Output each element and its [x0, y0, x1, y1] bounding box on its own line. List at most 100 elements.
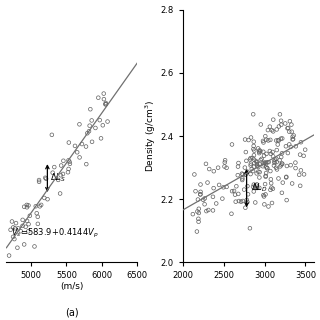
Point — [256, 169, 261, 174]
Point — [298, 183, 303, 188]
Point — [298, 152, 303, 157]
Point — [84, 162, 89, 167]
Point — [33, 204, 38, 209]
Point — [43, 175, 48, 180]
Point — [239, 171, 244, 176]
Point — [20, 223, 25, 228]
Point — [67, 161, 72, 166]
Point — [279, 161, 284, 166]
Point — [204, 161, 209, 166]
Point — [49, 132, 54, 137]
Point — [261, 140, 266, 145]
Point — [88, 107, 93, 112]
Point — [9, 219, 14, 224]
Point — [26, 229, 31, 234]
Point — [254, 159, 260, 164]
Point — [60, 172, 66, 177]
Point — [263, 174, 268, 179]
Point — [35, 221, 40, 227]
Point — [298, 168, 303, 173]
Point — [238, 199, 244, 204]
Point — [16, 226, 21, 231]
Point — [268, 180, 274, 186]
Point — [26, 203, 31, 208]
Point — [243, 172, 248, 177]
Point — [236, 160, 241, 165]
Point — [220, 196, 225, 201]
Point — [20, 217, 25, 222]
Point — [222, 164, 227, 169]
Point — [278, 118, 284, 123]
Point — [284, 197, 289, 203]
Point — [278, 136, 284, 141]
Point — [264, 171, 269, 176]
Point — [216, 165, 221, 170]
Point — [279, 151, 284, 156]
Point — [289, 129, 294, 134]
Point — [52, 164, 57, 170]
Point — [75, 150, 80, 155]
Point — [272, 157, 277, 162]
Point — [271, 129, 276, 134]
Point — [287, 142, 292, 147]
Point — [293, 144, 298, 149]
Point — [266, 160, 271, 165]
Point — [287, 129, 292, 134]
Point — [66, 166, 71, 172]
Point — [205, 180, 210, 185]
Point — [262, 160, 268, 165]
Point — [264, 164, 269, 170]
Point — [268, 169, 273, 174]
Point — [264, 161, 269, 166]
Point — [93, 125, 98, 131]
Point — [252, 153, 257, 158]
Point — [257, 151, 262, 156]
Point — [248, 163, 253, 168]
Point — [37, 204, 42, 209]
Point — [270, 186, 276, 191]
Point — [265, 128, 270, 133]
Point — [221, 185, 226, 190]
Point — [240, 176, 245, 181]
Point — [291, 137, 296, 142]
Point — [261, 149, 266, 154]
Point — [101, 97, 107, 102]
Point — [245, 192, 251, 197]
Point — [256, 164, 261, 170]
Point — [254, 171, 259, 176]
Point — [251, 143, 256, 148]
Point — [90, 139, 95, 144]
Point — [286, 125, 291, 131]
Point — [39, 202, 44, 207]
Point — [252, 157, 257, 162]
Point — [274, 148, 279, 153]
Point — [274, 165, 279, 170]
Point — [34, 211, 39, 216]
Point — [274, 160, 279, 165]
Point — [276, 176, 281, 181]
Point — [36, 178, 42, 183]
Point — [224, 184, 229, 189]
Text: $\Delta L_S$: $\Delta L_S$ — [50, 172, 66, 184]
Point — [279, 155, 284, 160]
Point — [272, 159, 277, 164]
Point — [251, 164, 256, 169]
Point — [269, 200, 275, 205]
Point — [42, 196, 47, 201]
Point — [217, 182, 222, 188]
Point — [243, 205, 248, 210]
Point — [259, 156, 264, 162]
Point — [279, 190, 284, 196]
Point — [247, 226, 252, 231]
Point — [229, 211, 234, 216]
Point — [66, 140, 71, 145]
Point — [261, 162, 266, 167]
Point — [198, 192, 203, 197]
Point — [11, 234, 16, 239]
Point — [252, 161, 257, 166]
Point — [261, 160, 266, 165]
Point — [263, 192, 268, 197]
Point — [297, 172, 302, 177]
Y-axis label: Density (g/cm$^3$): Density (g/cm$^3$) — [143, 100, 158, 172]
Point — [244, 158, 249, 164]
